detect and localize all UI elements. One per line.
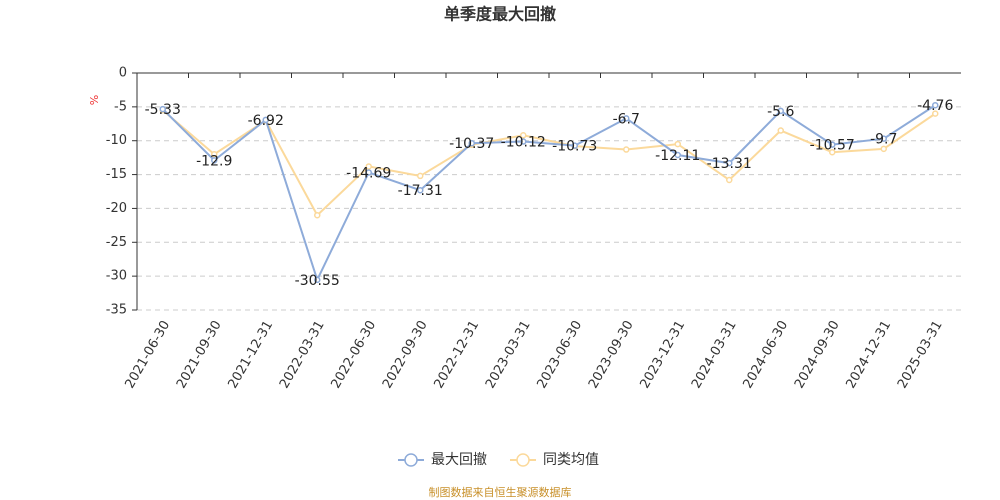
data-label: -6.92 (248, 113, 284, 129)
y-tick-label: -15 (106, 167, 127, 182)
y-tick-label: -25 (106, 235, 127, 250)
source-note: 制图数据来自恒生聚源数据库 (429, 485, 572, 499)
y-tick-label: -30 (106, 269, 127, 284)
point (932, 110, 939, 117)
series-line (162, 109, 936, 217)
y-tick-label: -5 (114, 99, 127, 114)
data-label: -12.11 (655, 148, 700, 164)
point (726, 159, 733, 167)
point (932, 101, 939, 109)
point (674, 140, 681, 148)
series-line (162, 104, 936, 283)
point (880, 145, 887, 153)
y-tick-label: -35 (106, 303, 127, 318)
point (520, 138, 527, 145)
y-tick-label: -10 (106, 133, 127, 148)
data-label: -17.31 (398, 183, 443, 199)
y-tick-label: -20 (106, 201, 127, 216)
y-axis-label: % (88, 95, 101, 105)
data-label: -10.12 (501, 135, 546, 151)
point (211, 157, 218, 164)
point (623, 115, 630, 122)
x-tick-label: 2023-09-30 (586, 318, 637, 391)
data-label: -10.73 (552, 139, 597, 155)
point (314, 276, 321, 284)
legend-label: 同类均值 (543, 452, 599, 468)
legend-label: 最大回撤 (431, 452, 487, 468)
x-tick-label: 2023-03-31 (483, 318, 534, 391)
data-label: -30.55 (295, 273, 340, 289)
data-label: -10.37 (449, 136, 494, 152)
chart-title: 单季度最大回撤 (444, 5, 556, 24)
point (314, 211, 321, 219)
point (468, 139, 475, 147)
x-tick-label: 2023-12-31 (637, 318, 688, 391)
x-tick-label: 2022-09-30 (380, 318, 431, 391)
legend-marker (516, 453, 530, 467)
point (829, 148, 836, 156)
x-tick-label: 2022-12-31 (431, 318, 482, 391)
data-label: -6.7 (613, 111, 640, 127)
point (880, 135, 887, 142)
x-tick-label: 2021-12-31 (225, 318, 276, 391)
point (829, 141, 836, 148)
data-label: -13.31 (707, 156, 752, 172)
x-tick-label: 2023-06-30 (534, 318, 585, 391)
point (674, 151, 681, 159)
point (726, 176, 733, 184)
point (365, 163, 372, 170)
x-tick-label: 2024-09-30 (792, 318, 843, 391)
data-label: -10.57 (810, 138, 855, 154)
point (417, 172, 424, 180)
x-tick-label: 2024-12-31 (843, 318, 894, 391)
legend-marker (404, 453, 418, 467)
point (211, 151, 218, 158)
point (417, 186, 424, 194)
point (159, 105, 166, 113)
data-label: -14.69 (346, 165, 391, 181)
x-tick-label: 2024-03-31 (689, 318, 740, 391)
data-label: -5.6 (767, 104, 794, 120)
point (365, 169, 372, 176)
x-tick-label: 2024-06-30 (740, 318, 791, 391)
x-tick-label: 2021-09-30 (174, 318, 225, 391)
x-tick-label: 2025-03-31 (895, 318, 946, 391)
data-label: -12.9 (196, 153, 232, 169)
x-tick-label: 2022-03-31 (277, 318, 328, 391)
point (262, 116, 269, 124)
point (623, 146, 630, 153)
data-label: -9.7 (870, 132, 897, 148)
legend-item[interactable]: 最大回撤 (398, 452, 487, 468)
data-label: -4.76 (917, 98, 953, 114)
point (777, 127, 784, 134)
x-tick-label: 2022-06-30 (328, 318, 379, 391)
data-label: -5.33 (145, 102, 181, 118)
x-tick-label: 2021-06-30 (122, 318, 173, 391)
point (777, 107, 784, 115)
y-tick-label: 0 (119, 66, 127, 81)
point (571, 142, 578, 149)
legend-item[interactable]: 同类均值 (510, 452, 599, 468)
point (520, 132, 527, 139)
